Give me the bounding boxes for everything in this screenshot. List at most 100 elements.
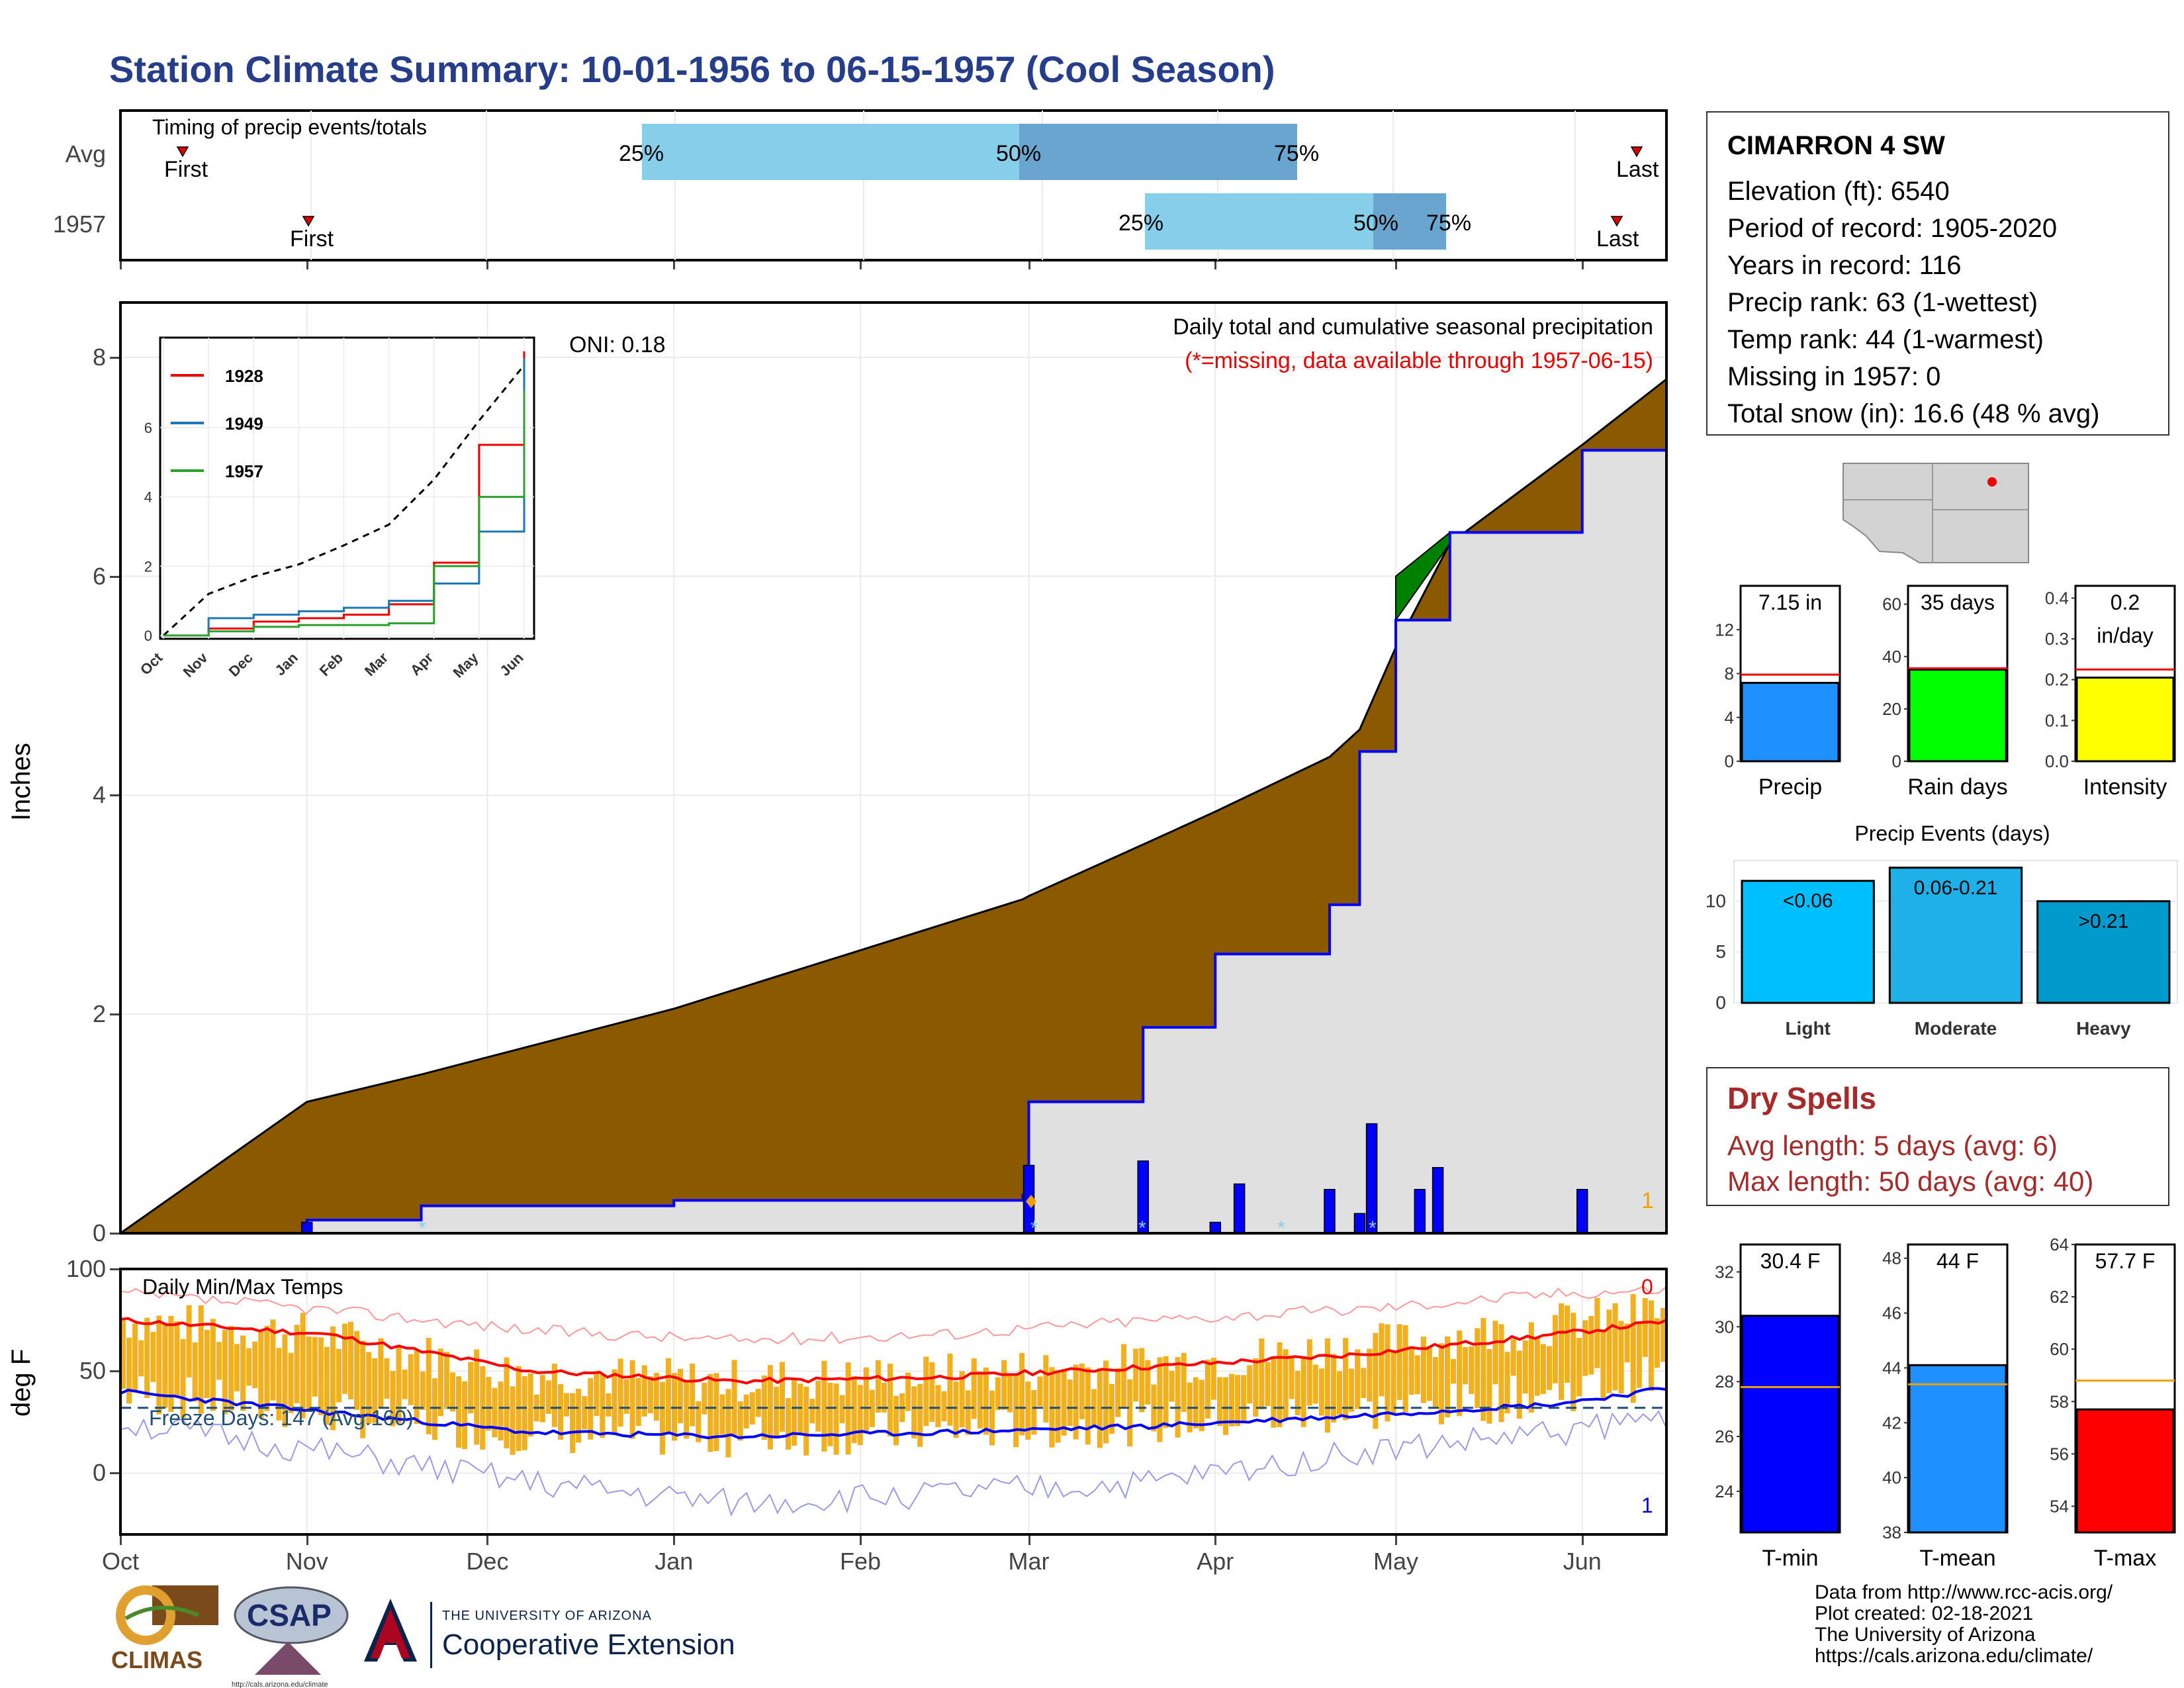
temp-day-bar-255 — [1648, 1300, 1654, 1391]
temp-day-bar-29 — [294, 1325, 300, 1403]
temp-day-bar-229 — [1492, 1321, 1498, 1385]
dry-spells-title: Dry Spells — [1727, 1081, 1876, 1115]
temp-day-bar-43 — [378, 1338, 384, 1409]
temp-day-bar-163 — [1097, 1368, 1103, 1448]
temp-day-bar-81 — [606, 1393, 612, 1417]
temp-day-bar-133 — [917, 1383, 923, 1447]
temp-day-bar-119 — [833, 1383, 839, 1455]
month-tick-mark-4 — [860, 1536, 862, 1545]
temp-day-bar-30 — [300, 1313, 306, 1419]
temp-day-bar-116 — [815, 1380, 821, 1432]
events-tick-0: 0 — [1715, 992, 1726, 1013]
temp-day-bar-110 — [779, 1362, 786, 1432]
precip-ytick-mark-0 — [110, 1233, 119, 1235]
temp-day-bar-209 — [1373, 1333, 1379, 1429]
credits: Data from http://www.rcc-acis.org/ Plot … — [1815, 1582, 2113, 1667]
temp-day-bar-146 — [995, 1377, 1001, 1411]
precip-count-label: 1 — [1641, 1188, 1654, 1213]
temp-day-bar-238 — [1546, 1346, 1552, 1390]
temp-day-bar-33 — [318, 1337, 324, 1415]
cumulative-1957-area — [120, 450, 1666, 1233]
temp-day-bar-17 — [222, 1330, 228, 1415]
credit-institution: The University of Arizona — [1815, 1624, 2036, 1646]
mini-value2-2: in/day — [2097, 624, 2153, 647]
temp-day-bar-9 — [174, 1321, 180, 1398]
temp-day-bar-170 — [1139, 1348, 1145, 1413]
temp-day-bar-196 — [1295, 1370, 1300, 1415]
temp-day-bar-142 — [971, 1358, 977, 1419]
mini-value-2: 57.7 F — [2095, 1249, 2156, 1273]
page-title: Station Climate Summary: 10-01-1956 to 0… — [109, 48, 1275, 90]
temp-day-bar-200 — [1318, 1368, 1324, 1416]
daily-bar-3 — [1209, 1221, 1222, 1234]
oni-label: ONI: 0.18 — [569, 332, 666, 357]
csap-logo-text: CSAP — [247, 1598, 332, 1632]
temp-day-bar-25 — [270, 1319, 276, 1401]
temp-day-bar-109 — [773, 1386, 779, 1439]
temp-day-bar-250 — [1618, 1321, 1624, 1394]
temp-day-bar-61 — [486, 1377, 492, 1431]
temp-day-bar-54 — [443, 1352, 449, 1409]
temp-day-bar-182 — [1210, 1358, 1216, 1400]
temp-day-bar-6 — [156, 1315, 162, 1415]
station-years: Years in record: 116 — [1727, 251, 1962, 280]
precip-ytick-1: 2 — [92, 1000, 106, 1028]
precip-ytick-2: 4 — [92, 781, 106, 809]
temp-day-bar-246 — [1594, 1297, 1600, 1368]
temp-day-bar-40 — [360, 1340, 366, 1438]
temp-day-bar-102 — [731, 1360, 737, 1435]
ua-logo-small-text: THE UNIVERSITY OF ARIZONA — [442, 1609, 652, 1623]
month-tick-mark-6 — [1214, 1536, 1217, 1545]
cumulative-1957-line — [120, 449, 1666, 1235]
temp-day-bar-132 — [911, 1386, 917, 1438]
temp-day-bar-76 — [576, 1389, 582, 1443]
station-snow: Total snow (in): 16.6 (48 % avg) — [1727, 399, 2100, 428]
temp-day-bar-219 — [1432, 1356, 1438, 1409]
precip-chart-title: Daily total and cumulative seasonal prec… — [1173, 314, 1653, 340]
mini-tick-0-1: 26 — [1715, 1427, 1734, 1446]
mini-tick-1-3: 60 — [1882, 594, 1901, 614]
timing-tick-mark-0 — [120, 261, 122, 269]
temp-day-bar-15 — [210, 1319, 216, 1411]
station-period: Period of record: 1905-2020 — [1727, 214, 2058, 243]
temp-day-bar-90 — [659, 1382, 665, 1455]
temp-day-bar-187 — [1241, 1375, 1247, 1423]
avg-last-label: Last — [1616, 157, 1659, 182]
mini-bar-1 — [1908, 1364, 2007, 1534]
climas-logo-text: CLIMAS — [111, 1646, 203, 1673]
legend-1957: 1957 — [225, 461, 263, 481]
temp-day-bar-64 — [504, 1357, 510, 1448]
temp-day-bar-254 — [1642, 1297, 1648, 1357]
month-tick-mark-5 — [1028, 1536, 1030, 1545]
temp-day-bar-244 — [1582, 1320, 1588, 1376]
temp-day-bar-37 — [342, 1323, 348, 1394]
temp-top-count: 0 — [1641, 1275, 1653, 1299]
events-tick-2: 10 — [1706, 890, 1726, 911]
daily-bar-10 — [1576, 1189, 1588, 1234]
month-tick-mark-2 — [486, 1536, 489, 1545]
month-tick-Feb: Feb — [839, 1548, 882, 1575]
temp-day-bar-73 — [557, 1384, 564, 1440]
temp-day-bar-62 — [492, 1387, 498, 1438]
y1957-p75-label: 75% — [1426, 211, 1471, 236]
svg-text:*: * — [1369, 1217, 1377, 1235]
inset-legend: 1928 1949 1957 — [171, 366, 263, 481]
temp-day-bar-183 — [1216, 1377, 1222, 1427]
events-title: Precip Events (days) — [1854, 821, 2050, 845]
temp-day-bar-16 — [216, 1342, 222, 1380]
mini-tick-2-5: 64 — [2050, 1238, 2069, 1254]
timing-tick-mark-4 — [860, 261, 862, 269]
inset-ytick-1: 2 — [144, 558, 152, 575]
dry-spells-max: Max length: 50 days (avg: 40) — [1727, 1166, 2094, 1197]
mini-tick-1-3: 44 — [1882, 1358, 1901, 1378]
temp-day-bar-214 — [1402, 1325, 1408, 1413]
temp-day-bar-95 — [690, 1363, 696, 1427]
avg-p25-label: 25% — [619, 141, 664, 166]
temp-day-bar-82 — [612, 1369, 617, 1435]
temp-day-bar-253 — [1636, 1321, 1642, 1388]
timing-panel: Timing of precip events/totals 25% 50% 7… — [119, 109, 1668, 261]
mini-tick-0-3: 12 — [1715, 620, 1734, 639]
temp-day-bar-92 — [671, 1373, 678, 1441]
mini-tick-1-1: 40 — [1882, 1468, 1901, 1487]
temp-day-bar-148 — [1007, 1373, 1013, 1413]
